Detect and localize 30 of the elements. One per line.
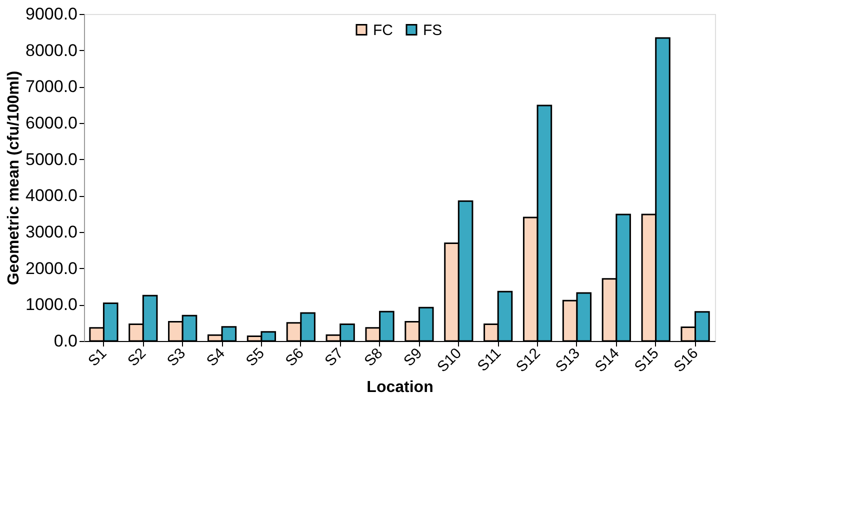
legend-label: FS xyxy=(423,22,442,39)
y-tick-label: 1000.0 xyxy=(26,295,78,314)
y-axis-title: Geometric mean (cfu/100ml) xyxy=(6,70,23,286)
x-tick-label: S14 xyxy=(592,344,623,376)
x-tick-label: S11 xyxy=(474,344,504,375)
y-tick-label: 9000.0 xyxy=(26,4,78,24)
x-tick-label: S13 xyxy=(552,344,584,376)
y-tick-label: 7000.0 xyxy=(26,77,78,96)
x-tick-label: S10 xyxy=(434,344,466,376)
y-tick-label: 8000.0 xyxy=(26,40,78,60)
y-tick-label: 4000.0 xyxy=(26,186,78,206)
x-tick-label: S2 xyxy=(124,344,150,370)
x-axis-title: Location xyxy=(366,379,434,396)
x-tick-label: S12 xyxy=(512,344,544,376)
y-tick-label: 2000.0 xyxy=(26,258,78,278)
x-tick-label: S1 xyxy=(85,344,110,370)
x-tick-label: S16 xyxy=(670,344,702,376)
x-tick-label: S9 xyxy=(400,344,426,370)
x-tick-label: S4 xyxy=(203,344,228,370)
y-tick-label: 5000.0 xyxy=(26,150,78,169)
x-tick-label: S15 xyxy=(631,344,662,376)
x-tick-label: S3 xyxy=(164,344,189,370)
x-tick-label: S8 xyxy=(361,344,386,370)
y-tick-label: 6000.0 xyxy=(26,114,78,132)
x-tick-label: S5 xyxy=(242,344,268,370)
y-tick-label: 0.0 xyxy=(54,332,78,350)
legend-label: FC xyxy=(373,22,394,39)
x-tick-label: S7 xyxy=(322,344,347,370)
y-tick-label: 3000.0 xyxy=(26,222,78,242)
x-tick-label: S6 xyxy=(282,344,308,370)
